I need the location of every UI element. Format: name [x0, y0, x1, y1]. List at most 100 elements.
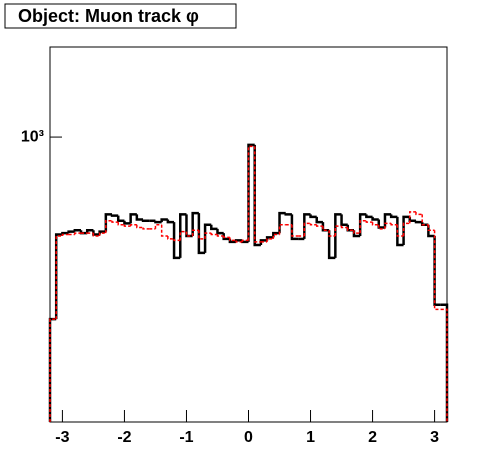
histogram-bin: [247, 145, 255, 241]
histogram-bin: [179, 213, 187, 258]
histogram-bin: [433, 235, 441, 307]
histogram-bin: [402, 222, 410, 236]
histogram-bin: [222, 235, 230, 239]
histogram-bin: [365, 214, 373, 219]
histogram-bin: [389, 214, 398, 219]
x-tick-label: -1: [179, 429, 193, 446]
histogram-bin: [49, 318, 57, 422]
histogram-bin: [427, 224, 435, 232]
histogram-bin: [347, 227, 354, 232]
x-tick-label: -2: [117, 429, 131, 446]
histogram-bin: [73, 229, 82, 232]
histogram-bin: [154, 220, 162, 224]
histogram-bin: [198, 230, 206, 240]
histogram-bin: [142, 227, 150, 230]
histogram-bin: [353, 230, 361, 234]
histogram-bin: [365, 220, 373, 223]
histogram-bin: [415, 211, 423, 216]
histogram-bin: [166, 219, 175, 224]
histogram-bin: [359, 220, 367, 234]
y-tick-label: 10³: [21, 128, 44, 145]
histogram-bin: [203, 223, 212, 253]
histogram-bin: [191, 229, 199, 236]
histogram-bin: [55, 235, 63, 320]
histogram-bin: [278, 211, 286, 234]
histogram-bin: [433, 230, 441, 311]
histogram-bin: [111, 220, 119, 223]
histogram-bin: [92, 233, 100, 237]
histogram-bin: [315, 216, 323, 224]
histogram-bin: [85, 229, 94, 234]
histogram-bin: [327, 230, 336, 260]
histogram-bin: [390, 223, 398, 226]
histogram-bin: [321, 222, 330, 232]
histogram-bin: [284, 213, 292, 216]
histogram-bin: [129, 224, 137, 227]
histogram-bin: [185, 231, 193, 237]
histogram-bin: [123, 224, 131, 227]
histogram-bin: [54, 233, 63, 320]
histogram-bin: [67, 230, 75, 234]
histogram-bin: [253, 146, 261, 243]
histogram-bin: [167, 235, 175, 240]
histogram-bin: [191, 211, 199, 236]
histogram-bin: [414, 220, 423, 224]
histogram-bin: [154, 224, 162, 229]
histogram-bin: [110, 214, 119, 217]
histogram-bin: [309, 214, 317, 219]
histogram-bin: [334, 213, 342, 258]
histogram-bin: [378, 224, 385, 230]
histogram-bin: [235, 240, 243, 243]
histogram-bin: [440, 308, 448, 422]
histogram-bin: [160, 224, 168, 237]
histogram-bin: [409, 211, 416, 224]
histogram-bin: [210, 224, 218, 231]
histogram-bin: [421, 214, 429, 226]
histogram-bin: [309, 223, 317, 226]
histogram-bin: [98, 232, 106, 236]
x-tick-label: 2: [368, 429, 377, 446]
histogram-bin: [160, 218, 168, 223]
histogram-bin: [303, 222, 311, 236]
histogram-bin: [129, 213, 137, 224]
histogram-bin: [74, 232, 82, 235]
histogram-bin: [229, 237, 237, 242]
histogram-bin: [61, 233, 69, 236]
histogram-bin: [322, 226, 330, 232]
histogram-bin: [141, 219, 150, 223]
histogram-bin: [371, 216, 379, 221]
histogram-bin: [241, 239, 249, 242]
histogram-bin: [396, 224, 404, 237]
histogram-bin: [384, 222, 392, 229]
histogram-bin: [259, 239, 268, 245]
histogram-bin: [290, 214, 299, 241]
x-tick-label: 0: [244, 429, 253, 446]
histogram-bin: [123, 220, 131, 225]
histogram-bin: [210, 233, 218, 236]
histogram-bin: [340, 226, 348, 229]
histogram-bin: [135, 214, 144, 221]
histogram-bin: [172, 222, 181, 260]
histogram-bin: [204, 232, 212, 239]
histogram-bin: [315, 224, 323, 227]
histogram-bin: [222, 233, 230, 241]
histogram-bin: [358, 213, 367, 236]
histogram-bin: [216, 228, 224, 235]
histogram-bin: [266, 238, 274, 242]
histogram-bin: [371, 222, 379, 226]
histogram-bin: [197, 213, 206, 255]
histogram-bin: [116, 215, 125, 223]
histogram-bin: [272, 233, 280, 239]
x-tick-label: -3: [55, 429, 69, 446]
x-tick-label: 3: [430, 429, 439, 446]
x-tick-label: 1: [306, 429, 315, 446]
histogram-bin: [291, 224, 299, 237]
histogram-bin: [185, 214, 193, 238]
histogram-bin: [136, 224, 144, 229]
histogram-bin: [173, 238, 181, 242]
histogram-bin: [440, 303, 449, 422]
title-box: [4, 3, 237, 29]
histogram-bin: [427, 224, 435, 238]
histogram-bin: [117, 222, 125, 226]
